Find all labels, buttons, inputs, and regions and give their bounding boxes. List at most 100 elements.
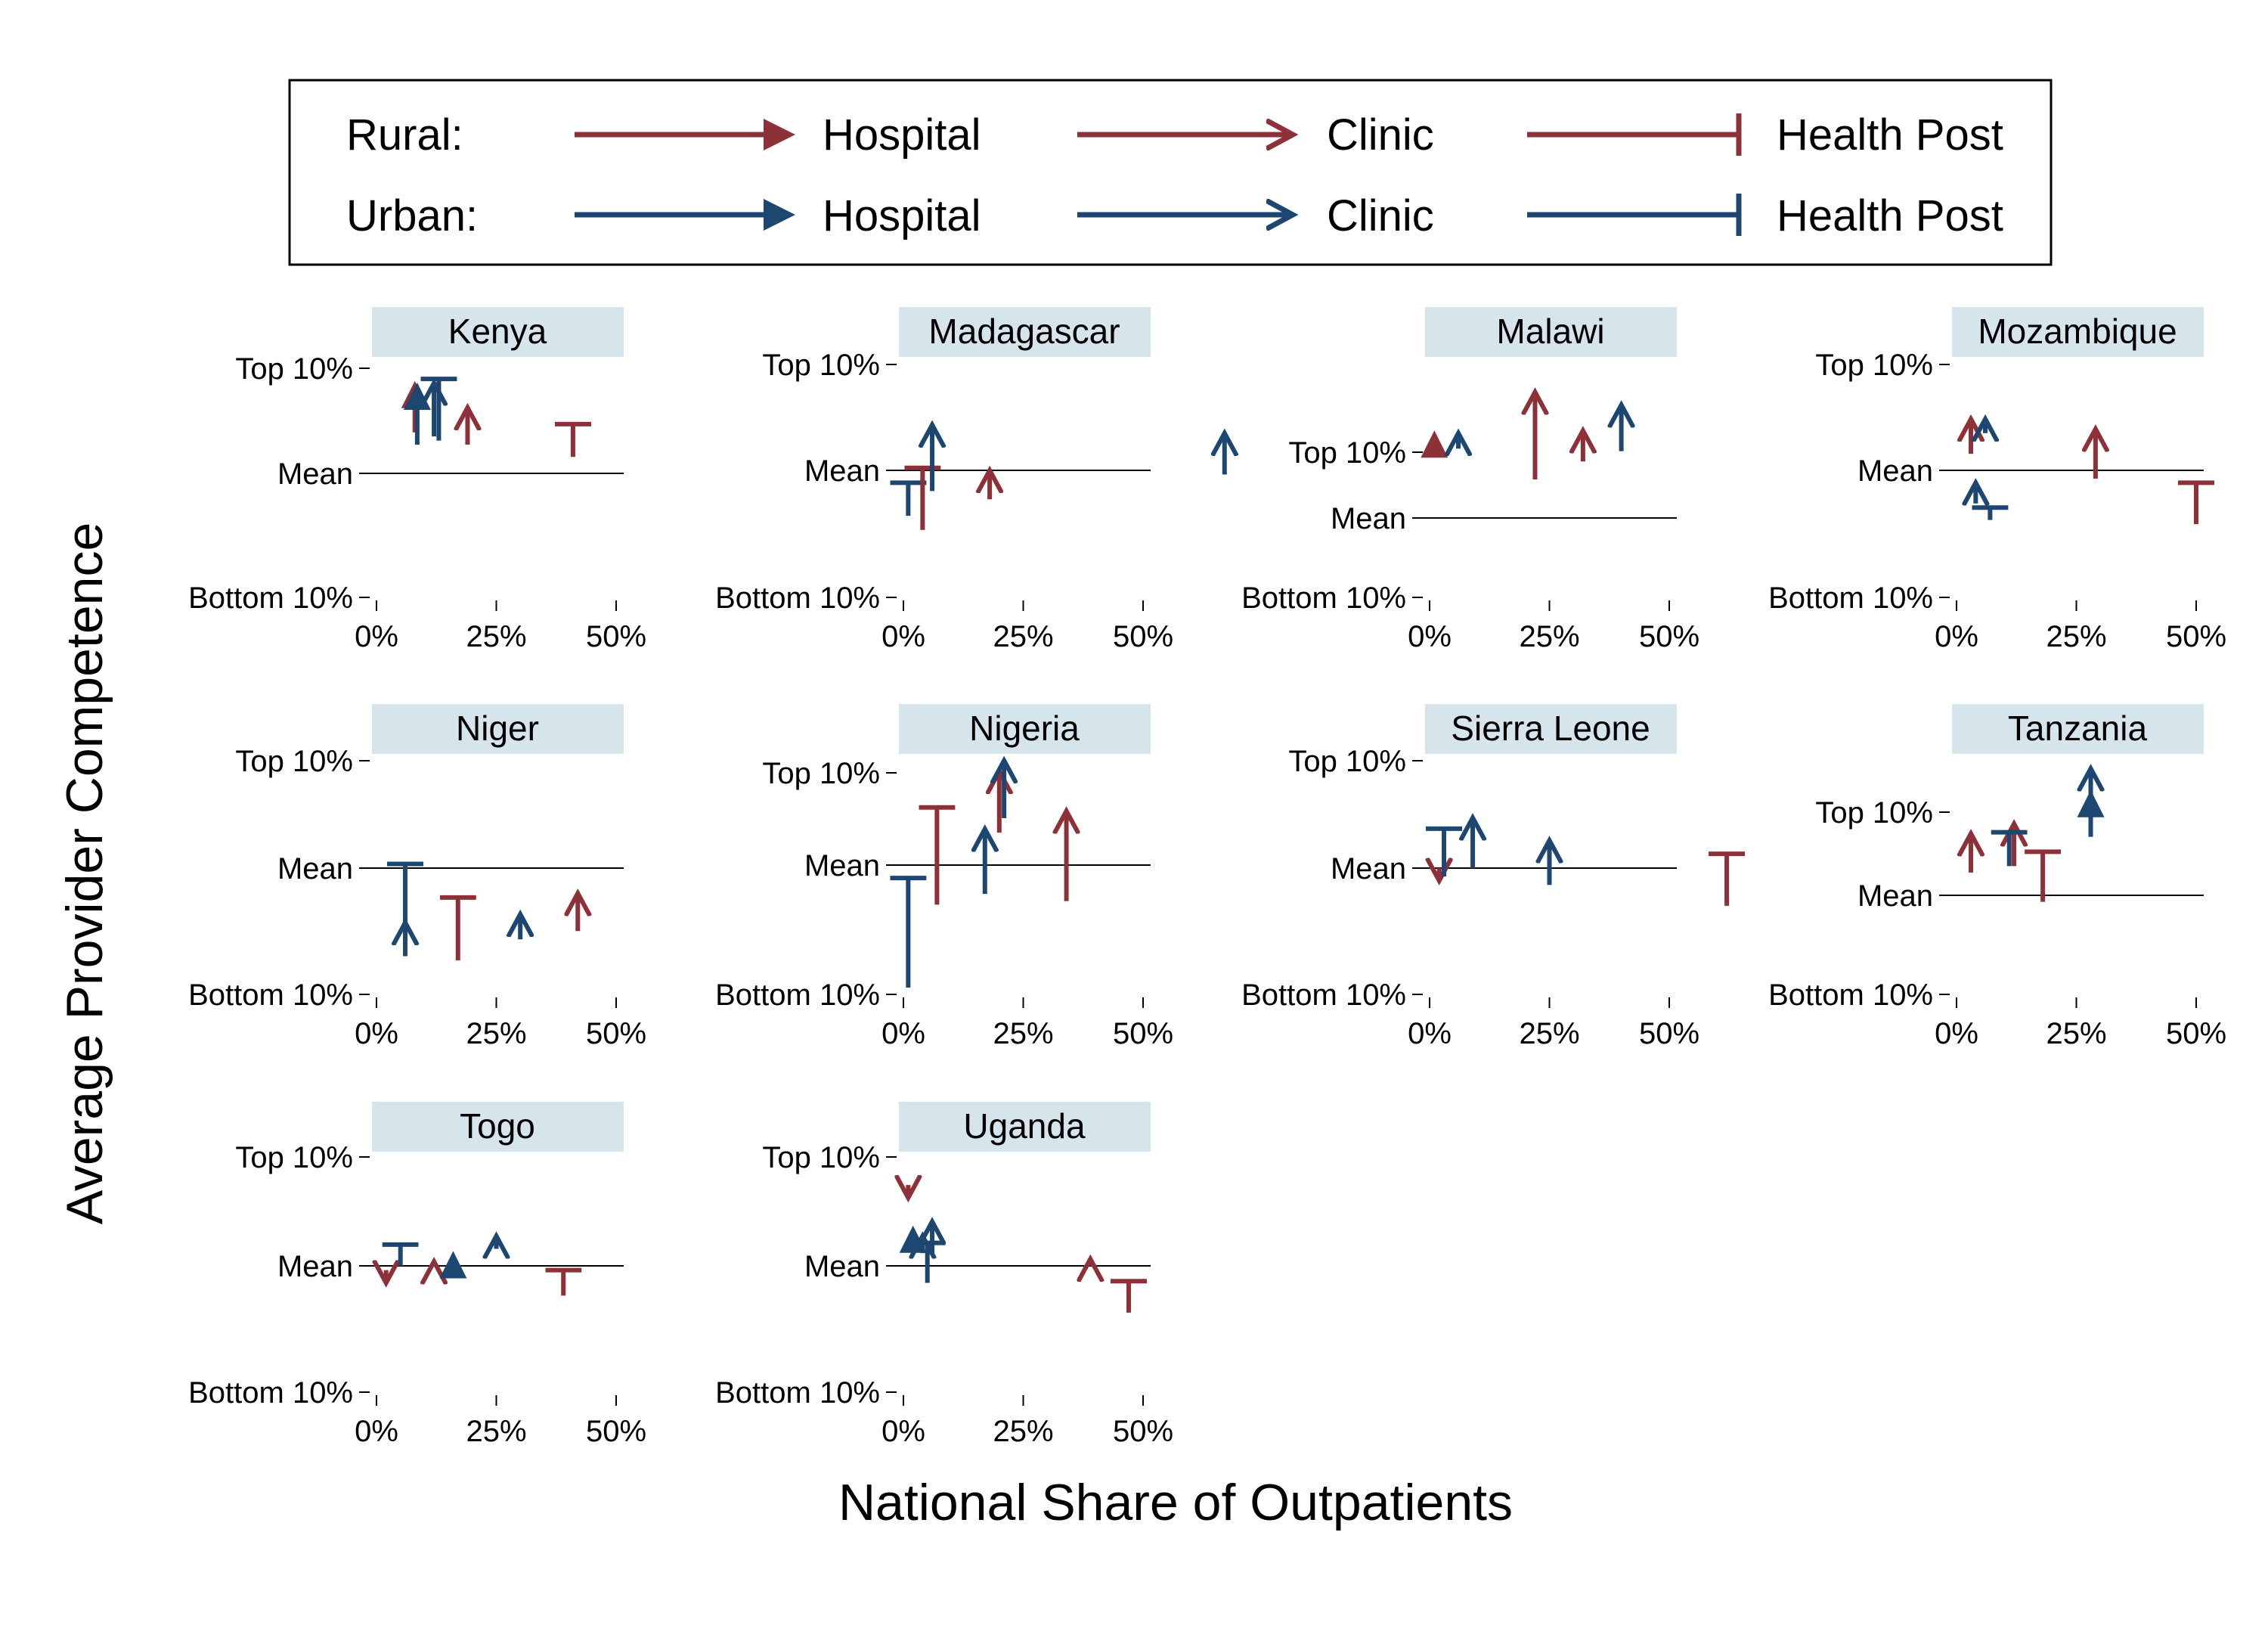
y-tick-label: Mean — [1331, 502, 1406, 535]
panel-uganda: Uganda Top 10% Mean Bottom 10%0% 25% 50% — [715, 1102, 1173, 1448]
y-tick-label: Bottom 10% — [715, 582, 880, 615]
y-tick-label: Bottom 10% — [715, 979, 880, 1012]
panel-madagascar: Madagascar Top 10% Mean Bottom 10%0% 25% 50% — [715, 307, 1225, 653]
x-tick-label: 0% — [355, 620, 398, 653]
y-tick-label: Top 10% — [1288, 745, 1406, 778]
x-tick-label: 25% — [993, 1017, 1053, 1050]
x-tick-label: 50% — [1113, 1017, 1173, 1050]
panel-title: Madagascar — [928, 312, 1120, 351]
legend-urban-healthpost-label: Health Post — [1777, 191, 2003, 240]
panel-header — [1952, 307, 2204, 357]
y-tick-label: Bottom 10% — [715, 1376, 880, 1410]
panel-title: Uganda — [963, 1106, 1086, 1146]
x-tick-label: 0% — [881, 1415, 925, 1448]
x-tick-label: 25% — [993, 620, 1053, 653]
y-tick-label: Bottom 10% — [188, 1376, 353, 1410]
x-tick-label: 25% — [2046, 620, 2106, 653]
legend-rural-healthpost-label: Health Post — [1777, 110, 2003, 160]
panel-header — [372, 704, 624, 754]
panel-title: Kenya — [448, 312, 547, 351]
y-tick-label: Mean — [1331, 852, 1406, 885]
y-tick-label: Mean — [804, 1250, 880, 1283]
x-tick-label: 50% — [2166, 620, 2226, 653]
x-tick-label: 50% — [1113, 1415, 1173, 1448]
legend-rural-clinic-label: Clinic — [1327, 110, 1434, 160]
y-tick-label: Bottom 10% — [1241, 582, 1406, 615]
x-tick-label: 50% — [586, 620, 646, 653]
y-tick-label: Top 10% — [762, 349, 880, 382]
legend-urban-hospital-label: Hospital — [823, 191, 981, 240]
legend-rural-hospital-label: Hospital — [823, 110, 981, 160]
x-tick-label: 50% — [1639, 1017, 1699, 1050]
y-tick-label: Mean — [277, 852, 353, 885]
panel-title: Niger — [456, 709, 539, 748]
panel-malawi: Malawi Top 10% Mean Bottom 10%0% 25% 50% — [1241, 307, 1699, 653]
y-axis-title: Average Provider Competence — [56, 523, 113, 1225]
panel-title: Nigeria — [969, 709, 1080, 748]
panel-header — [372, 307, 624, 357]
y-tick-label: Top 10% — [762, 1141, 880, 1174]
y-tick-label: Bottom 10% — [188, 979, 353, 1012]
y-tick-label: Bottom 10% — [1768, 979, 1933, 1012]
y-tick-label: Mean — [1857, 879, 1933, 913]
x-tick-label: 0% — [1935, 1017, 1978, 1050]
y-tick-label: Bottom 10% — [188, 582, 353, 615]
panel-header — [1952, 704, 2204, 754]
y-tick-label: Top 10% — [235, 745, 353, 778]
panel-mozambique: Mozambique Top 10% Mean Bottom 10%0% 25% 50% — [1768, 307, 2226, 653]
legend-urban-label: Urban: — [346, 191, 478, 240]
x-tick-label: 25% — [1519, 1017, 1579, 1050]
x-tick-label: 50% — [2166, 1017, 2226, 1050]
panel-title: Malawi — [1496, 312, 1604, 351]
x-tick-label: 0% — [1935, 620, 1978, 653]
x-tick-label: 0% — [1408, 1017, 1452, 1050]
y-tick-label: Mean — [1857, 454, 1933, 488]
x-tick-label: 25% — [993, 1415, 1053, 1448]
panel-header — [1425, 307, 1677, 357]
x-tick-label: 50% — [586, 1017, 646, 1050]
x-tick-label: 0% — [881, 1017, 925, 1050]
y-tick-label: Mean — [277, 1250, 353, 1283]
panel-header — [899, 704, 1151, 754]
x-tick-label: 25% — [466, 1017, 526, 1050]
legend-urban-clinic-label: Clinic — [1327, 191, 1434, 240]
x-axis-title: National Share of Outpatients — [838, 1474, 1513, 1531]
x-tick-label: 0% — [1408, 620, 1452, 653]
y-tick-label: Top 10% — [235, 1141, 353, 1174]
y-tick-label: Top 10% — [235, 352, 353, 386]
x-tick-label: 50% — [1639, 620, 1699, 653]
legend: Rural: Urban: Hospital Clinic Health Pos… — [288, 79, 2053, 266]
x-tick-label: 25% — [466, 1415, 526, 1448]
panel-kenya: Kenya Top 10% Mean Bottom 10%0% 25% 50% — [188, 307, 646, 653]
legend-box — [288, 79, 2053, 266]
y-tick-label: Top 10% — [762, 757, 880, 790]
y-tick-label: Bottom 10% — [1241, 979, 1406, 1012]
panel-tanzania: Tanzania Top 10% Mean Bottom 10%0% 25% 50% — [1768, 704, 2226, 1050]
panel-header — [1425, 704, 1677, 754]
panel-title: Togo — [460, 1106, 535, 1146]
panel-header — [899, 307, 1151, 357]
panel-sierra-leone: Sierra Leone Top 10% Mean Bottom 10%0% 25% 50… — [1241, 704, 1746, 1050]
y-tick-label: Bottom 10% — [1768, 582, 1933, 615]
y-tick-label: Top 10% — [1815, 796, 1933, 830]
legend-rural-label: Rural: — [346, 110, 463, 160]
panel-title: Tanzania — [2008, 709, 2148, 748]
x-tick-label: 0% — [355, 1017, 398, 1050]
y-tick-label: Mean — [277, 457, 353, 491]
panel-togo: Togo Top 10% Mean Bottom 10%0% 25% 50% — [188, 1102, 646, 1448]
x-tick-label: 25% — [2046, 1017, 2106, 1050]
y-tick-label: Top 10% — [1815, 349, 1933, 382]
x-tick-label: 50% — [1113, 620, 1173, 653]
x-tick-label: 0% — [355, 1415, 398, 1448]
panel-nigeria: Nigeria Top 10% Mean Bottom 10%0% 25% 50% — [715, 704, 1173, 1050]
panel-header — [372, 1102, 624, 1152]
y-tick-label: Mean — [804, 849, 880, 882]
x-tick-label: 25% — [1519, 620, 1579, 653]
x-tick-label: 50% — [586, 1415, 646, 1448]
y-tick-label: Mean — [804, 454, 880, 488]
panel-title: Mozambique — [1978, 312, 2177, 351]
y-tick-label: Top 10% — [1288, 436, 1406, 470]
panel-header — [899, 1102, 1151, 1152]
